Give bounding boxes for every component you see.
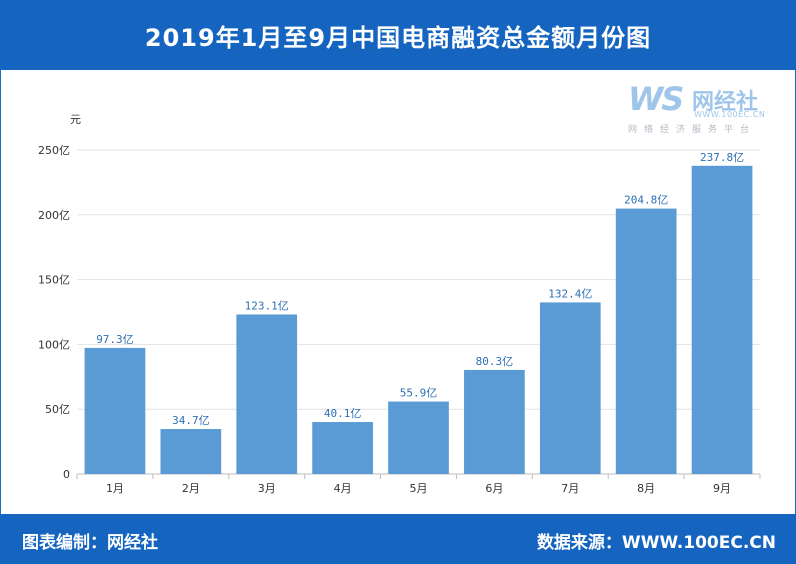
bar: [388, 401, 449, 474]
bar: [615, 208, 677, 474]
footer-bar: 图表编制：网经社 数据来源：WWW.100EC.CN: [0, 514, 796, 564]
x-tick-label: 2月: [182, 482, 200, 495]
x-tick-label: 1月: [106, 482, 124, 495]
chart-title: 2019年1月至9月中国电商融资总金额月份图: [144, 23, 652, 52]
y-tick-label: 150亿: [38, 274, 70, 287]
y-tick-label: 100亿: [38, 338, 70, 351]
watermark-logo: WS 网经社 WWW.100EC.CN 网络经济服务平台: [628, 80, 778, 136]
x-tick-label: 6月: [485, 482, 503, 495]
logo-url: WWW.100EC.CN: [694, 110, 766, 119]
bar: [691, 165, 753, 474]
footer-credit: 图表编制：网经社: [22, 533, 158, 553]
logo-slogan: 网络经济服务平台: [628, 125, 757, 135]
bar: [464, 369, 525, 474]
x-tick-label: 7月: [561, 482, 579, 495]
data-label: 237.8亿: [700, 151, 744, 164]
logo-name: 网经社: [692, 90, 759, 115]
x-tick-label: 4月: [334, 482, 352, 495]
y-axis-label: 元: [70, 113, 81, 126]
bar: [84, 347, 146, 474]
data-label: 97.3亿: [96, 333, 134, 346]
data-label: 55.9亿: [400, 387, 438, 400]
data-label: 123.1亿: [245, 299, 289, 312]
x-tick-label: 5月: [410, 482, 428, 495]
data-label: 80.3亿: [476, 355, 514, 368]
bar: [160, 429, 222, 474]
x-tick-label: 9月: [713, 482, 731, 495]
y-tick-label: 250亿: [38, 144, 70, 157]
bar: [539, 302, 601, 474]
bar: [236, 314, 298, 474]
y-tick-label: 0: [63, 468, 70, 481]
x-tick-label: 3月: [258, 482, 276, 495]
footer-source: 数据来源：WWW.100EC.CN: [536, 533, 776, 553]
bar: [312, 422, 373, 474]
title-bar: 2019年1月至9月中国电商融资总金额月份图: [0, 0, 796, 70]
data-label: 204.8亿: [624, 194, 668, 207]
data-label: 34.7亿: [172, 414, 210, 427]
data-label: 40.1亿: [324, 407, 362, 420]
x-tick-label: 8月: [637, 482, 655, 495]
data-label: 132.4亿: [548, 287, 592, 300]
y-tick-label: 200亿: [38, 209, 70, 222]
logo-mark: WS: [628, 80, 684, 118]
y-tick-label: 50亿: [45, 403, 70, 416]
